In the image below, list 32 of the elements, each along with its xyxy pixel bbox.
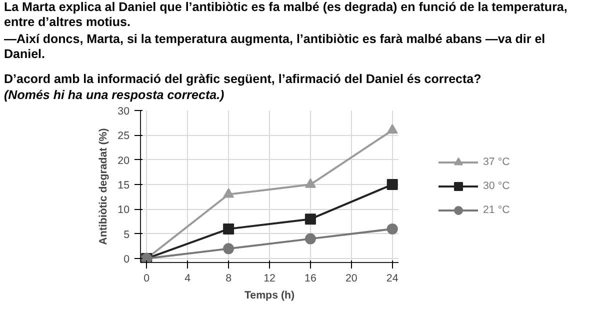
y-tick-label: 5: [124, 228, 130, 241]
x-tick-label: 12: [264, 272, 276, 284]
y-tick-label: 15: [118, 180, 130, 192]
legend-label: 21 °C: [483, 204, 510, 216]
point: [386, 179, 398, 190]
point: [304, 233, 316, 244]
point: [386, 223, 398, 234]
point: [223, 188, 234, 198]
point: [386, 124, 398, 134]
x-tick-label: 24: [386, 272, 398, 284]
y-tick-label: 0: [124, 254, 130, 266]
x-tick-label: 20: [345, 272, 358, 284]
point: [223, 243, 234, 254]
x-axis-title: Temps (h): [244, 290, 296, 302]
point: [304, 178, 316, 188]
y-tick-label: 25: [118, 130, 130, 142]
y-axis-title: Antibiòtic degradat (%): [98, 128, 110, 245]
x-tick-label: 4: [184, 272, 191, 284]
point: [223, 223, 234, 234]
x-tick-label: 16: [304, 272, 316, 284]
y-tick-label: 30: [118, 106, 130, 118]
y-tick-label: 10: [118, 204, 130, 216]
point: [304, 214, 316, 225]
x-tick-label: 0: [144, 272, 150, 284]
y-tick-label: 20: [118, 154, 130, 167]
text: D’acord amb la informació del gràfic següent, l’afirmació del Daniel és correcta?: [4, 72, 482, 87]
x-tick-label: 8: [226, 272, 232, 284]
chart-subtitle: —Així doncs, Marta, si la temperatura augmenta, l’antibiòtic es farà malbé abans —va dir el Daniel.: [4, 32, 546, 62]
chart-title: La Marta explica al Daniel que l’antibiòtic es fa malbé (es degrada) en funció de la temperatura, entre d’altres motius.: [4, 0, 568, 30]
legend-label: 30 °C: [483, 180, 510, 192]
legend-label: 37 °C: [483, 156, 510, 168]
text: (Només hi ha una resposta correcta.): [4, 88, 224, 103]
